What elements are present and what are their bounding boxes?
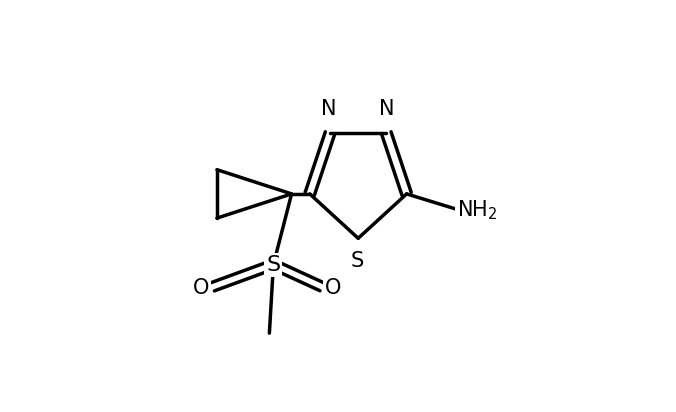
Text: O: O xyxy=(325,279,341,298)
Text: O: O xyxy=(193,279,209,298)
Text: S: S xyxy=(266,255,281,274)
Text: NH$_2$: NH$_2$ xyxy=(457,198,498,222)
Text: N: N xyxy=(379,99,395,119)
Text: N: N xyxy=(320,99,336,119)
Text: S: S xyxy=(351,251,364,271)
